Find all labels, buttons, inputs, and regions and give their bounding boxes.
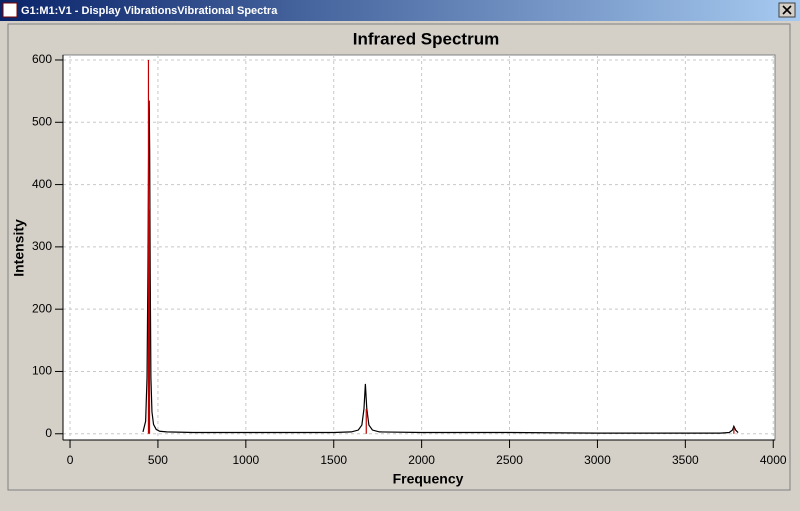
y-tick-label: 500 (32, 114, 52, 128)
x-tick-label: 3000 (584, 453, 611, 467)
x-axis-label: Frequency (393, 471, 464, 487)
spectrum-line (142, 100, 739, 434)
chart-title: Infrared Spectrum (353, 29, 499, 48)
x-tick-label: 3500 (672, 453, 699, 467)
x-tick-label: 2500 (496, 453, 523, 467)
close-button[interactable] (778, 2, 796, 18)
y-tick-label: 100 (32, 364, 52, 378)
x-tick-label: 500 (148, 453, 168, 467)
window-icon (2, 2, 18, 18)
y-tick-label: 200 (32, 301, 52, 315)
window-title: G1:M1:V1 - Display VibrationsVibrational… (21, 5, 278, 17)
x-tick-label: 0 (67, 453, 74, 467)
x-tick-label: 1000 (232, 453, 259, 467)
y-tick-label: 300 (32, 239, 52, 253)
x-tick-label: 2000 (408, 453, 435, 467)
y-axis-label: Intensity (11, 219, 27, 277)
x-tick-label: 4000 (760, 453, 787, 467)
y-tick-label: 600 (32, 52, 52, 66)
title-bar (0, 0, 800, 21)
x-tick-label: 1500 (320, 453, 347, 467)
plot-area (62, 54, 776, 441)
y-tick-label: 0 (45, 426, 52, 440)
y-tick-label: 400 (32, 177, 52, 191)
